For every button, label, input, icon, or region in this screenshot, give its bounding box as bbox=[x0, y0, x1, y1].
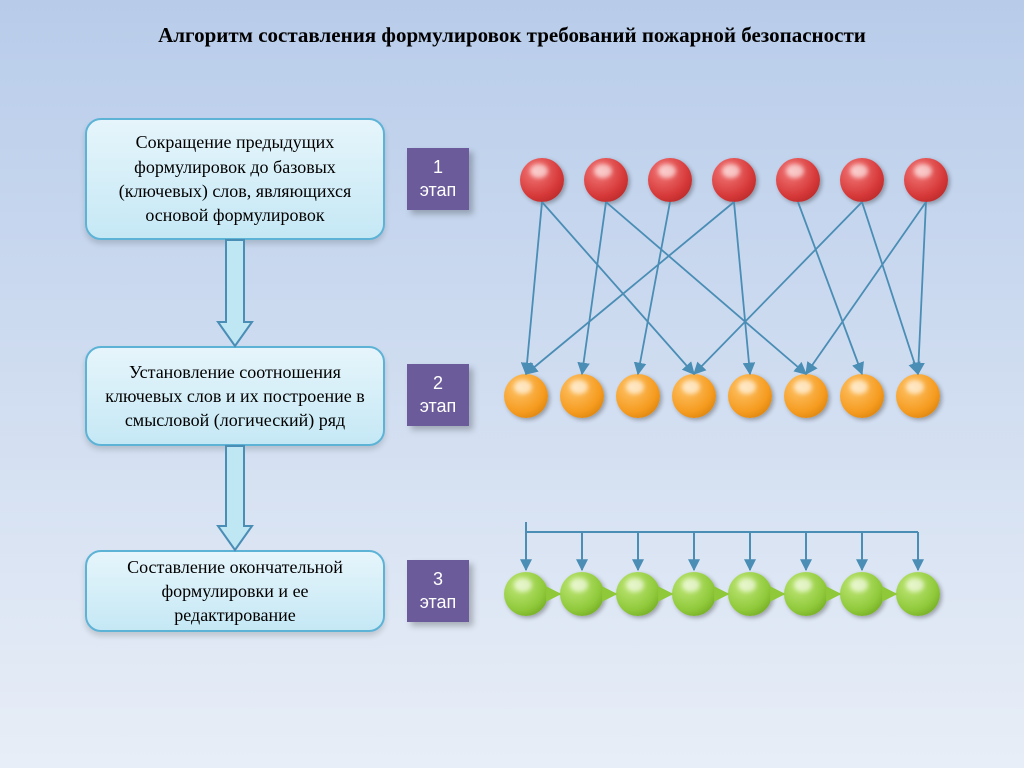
row3-ball-1 bbox=[560, 572, 604, 616]
row1-ball-3 bbox=[712, 158, 756, 202]
row3-ball-0 bbox=[504, 572, 548, 616]
row3-ball-5 bbox=[784, 572, 828, 616]
stage-badge-2: 2этап bbox=[407, 364, 469, 426]
row3-ball-2 bbox=[616, 572, 660, 616]
row2-ball-7 bbox=[896, 374, 940, 418]
stage-badge-1: 1этап bbox=[407, 148, 469, 210]
row2-ball-6 bbox=[840, 374, 884, 418]
row1-ball-2 bbox=[648, 158, 692, 202]
row2-ball-2 bbox=[616, 374, 660, 418]
row1-ball-1 bbox=[584, 158, 628, 202]
step-box-3: Составление окончательной формулировки и… bbox=[85, 550, 385, 632]
row2-ball-3 bbox=[672, 374, 716, 418]
row1-ball-5 bbox=[840, 158, 884, 202]
step-box-2: Установление соотношения ключевых слов и… bbox=[85, 346, 385, 446]
row2-ball-1 bbox=[560, 374, 604, 418]
row1-ball-6 bbox=[904, 158, 948, 202]
row1-ball-4 bbox=[776, 158, 820, 202]
stage-badge-3: 3этап bbox=[407, 560, 469, 622]
row3-ball-4 bbox=[728, 572, 772, 616]
row3-ball-7 bbox=[896, 572, 940, 616]
row2-ball-0 bbox=[504, 374, 548, 418]
page-title: Алгоритм составления формулировок требов… bbox=[0, 0, 1024, 49]
row3-ball-6 bbox=[840, 572, 884, 616]
row3-ball-3 bbox=[672, 572, 716, 616]
row2-ball-4 bbox=[728, 374, 772, 418]
row2-ball-5 bbox=[784, 374, 828, 418]
step-box-1: Сокращение предыдущих формулировок до ба… bbox=[85, 118, 385, 240]
row1-ball-0 bbox=[520, 158, 564, 202]
